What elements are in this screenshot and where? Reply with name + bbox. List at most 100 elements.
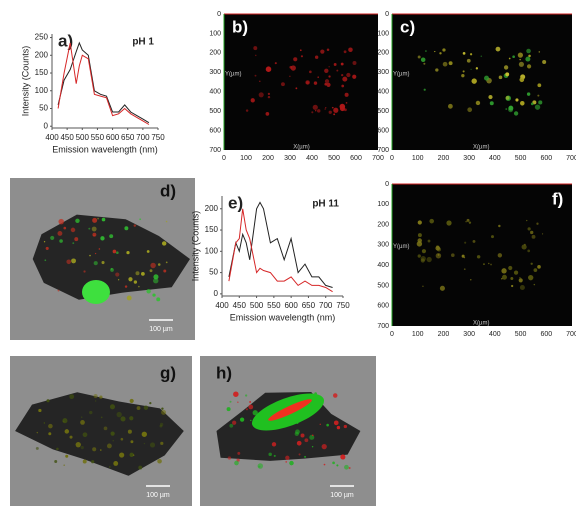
fluorescence [146, 250, 150, 253]
fluorescence [227, 456, 232, 460]
fluorescence [65, 454, 69, 458]
scale-bar-label: 100 µm [330, 492, 354, 499]
fluorescence [451, 253, 455, 257]
y-axis-label: Y(µm) [393, 244, 409, 250]
fluorescence [237, 401, 239, 403]
fluorescence [483, 263, 485, 266]
y-tick-label: 100 [377, 30, 389, 37]
x-tick-label: 500 [515, 331, 527, 338]
fluorescence [250, 98, 255, 103]
fluorescence [258, 92, 264, 98]
fluorescence [498, 75, 503, 80]
fluorescence [109, 466, 111, 468]
fluorescence [530, 230, 534, 235]
fluorescence [512, 55, 515, 59]
fluorescence [267, 95, 271, 99]
fluorescence [271, 442, 277, 447]
fluorescence [92, 217, 98, 223]
fluorescence [423, 62, 426, 65]
fluorescence [274, 62, 277, 65]
x-tick-label: 700 [566, 331, 576, 338]
y-tick-label: 400 [377, 262, 389, 269]
fluorescence [237, 451, 241, 455]
y-tick-label: 700 [209, 147, 221, 154]
fluorescence [165, 261, 168, 264]
fluorescence [93, 261, 98, 266]
fluorescence [324, 68, 329, 73]
fluorescence [463, 268, 466, 270]
x-tick-label: 0 [390, 155, 394, 162]
tissue [32, 214, 191, 300]
fluorescence [519, 58, 521, 61]
fluorescence [119, 452, 125, 458]
fluorescence [268, 452, 272, 457]
fluorescence [265, 66, 272, 72]
fluorescence [515, 98, 519, 102]
y-tick-label: 0 [214, 289, 219, 298]
fluorescence [281, 82, 285, 87]
fluorescence [129, 398, 134, 404]
fluorescence [234, 460, 239, 466]
x-axis-label: Emission wavelength (nm) [52, 144, 158, 154]
y-tick-label: 700 [377, 147, 389, 154]
fluorescence [100, 236, 105, 241]
x-tick-label: 100 [240, 155, 252, 162]
fluorescence [526, 92, 531, 96]
fluorescence [229, 423, 234, 428]
fluorescence [442, 48, 446, 52]
fluorescence [233, 391, 239, 397]
fluorescence [116, 411, 122, 418]
fluorescence [332, 461, 335, 465]
tissue [15, 392, 184, 476]
fluorescence [530, 262, 533, 265]
spectrum-line [57, 42, 150, 125]
fluorescence [48, 432, 52, 436]
fluorescence [341, 73, 344, 77]
fluorescence [254, 74, 257, 77]
fluorescence [526, 219, 528, 222]
confocal-image [392, 184, 572, 326]
fluorescence [80, 445, 84, 450]
fluorescence [311, 445, 314, 448]
fluorescence [98, 248, 101, 250]
fluorescence [300, 433, 305, 438]
fluorescence [429, 218, 435, 224]
fluorescence [336, 69, 339, 72]
x-tick-label: 750 [336, 301, 350, 310]
fluorescence [115, 272, 120, 277]
panel-label: d) [160, 181, 176, 200]
x-tick-label: 550 [91, 133, 105, 142]
fluorescence [341, 84, 345, 88]
fluorescence [466, 218, 470, 222]
fluorescence [538, 51, 541, 53]
fluorescence [120, 416, 126, 422]
fluorescence [343, 424, 347, 429]
fluorescence [163, 269, 167, 273]
fluorescence [45, 246, 49, 250]
x-tick-label: 200 [438, 331, 450, 338]
fluorescence [333, 63, 337, 66]
fluorescence [160, 441, 164, 445]
fluorescence [313, 81, 318, 85]
fluorescence [136, 406, 141, 410]
fluorescence [62, 418, 68, 424]
x-tick-label: 600 [540, 155, 552, 162]
fluorescence [464, 241, 467, 244]
fluorescence [258, 465, 261, 468]
fluorescence [92, 447, 97, 452]
fluorescence [534, 104, 541, 110]
y-tick-label: 100 [35, 86, 49, 95]
fluorescence [317, 76, 319, 78]
x-axis-label: Emission wavelength (nm) [230, 312, 336, 322]
fluorescence [117, 279, 120, 281]
fluorescence [324, 108, 326, 110]
y-tick-label: 0 [385, 181, 389, 188]
fluorescence [439, 52, 442, 55]
fluorescence [82, 432, 88, 438]
fluorescence [309, 70, 312, 74]
fluorescence [511, 284, 514, 288]
red-spot [268, 399, 312, 421]
y-tick-label: 700 [377, 323, 389, 330]
y-tick-label: 500 [377, 108, 389, 115]
